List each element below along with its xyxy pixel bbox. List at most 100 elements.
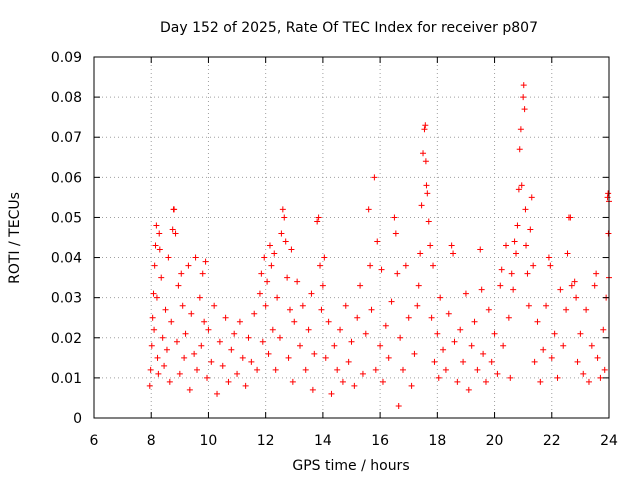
x-tick-label: 6 [90,433,99,449]
data-point [591,282,598,289]
data-point [520,94,527,101]
data-point [560,342,567,349]
data-point [269,326,276,333]
data-point [196,294,203,301]
data-point [402,262,409,269]
data-point [176,370,183,377]
data-point [345,358,352,365]
data-point [261,254,268,261]
data-point [577,330,584,337]
data-point [239,354,246,361]
data-point [284,274,291,281]
data-point [507,374,514,381]
data-point [294,278,301,285]
data-point [427,242,434,249]
data-point [395,402,402,409]
y-tick-label: 0.04 [51,251,82,267]
data-point [515,186,522,193]
data-point [583,306,590,313]
data-point [394,270,401,277]
data-point [408,382,415,389]
data-point [385,354,392,361]
data-point [354,314,361,321]
y-axis-label: ROTI / TECUs [7,192,23,284]
data-point [588,342,595,349]
x-tick-label: 12 [257,433,275,449]
data-point [291,318,298,325]
data-point [181,354,188,361]
data-point [518,182,525,189]
data-point [462,290,469,297]
data-point [564,250,571,257]
data-point [593,270,600,277]
data-point [216,338,223,345]
data-point [147,366,154,373]
data-point [415,282,422,289]
data-point [198,342,205,349]
data-point [450,250,457,257]
data-point [299,302,306,309]
data-point [148,342,155,349]
data-point [503,242,509,249]
data-point [422,158,429,165]
data-point [168,318,175,325]
data-point [302,366,309,373]
data-point [194,366,200,373]
data-point [362,330,369,337]
data-point [297,342,303,349]
data-point [530,262,537,269]
data-point [573,294,580,301]
data-point [162,306,169,313]
data-point [571,278,578,285]
x-axis: 6 8 10 12 14 16 18 20 22 24 [90,57,618,449]
data-point [430,262,437,269]
data-point [274,294,281,301]
data-point [524,270,531,277]
data-point [325,318,332,325]
data-point [414,302,421,309]
data-point [417,250,424,257]
data-point [382,322,389,329]
y-tick-label: 0 [73,411,82,427]
data-point [271,250,278,257]
data-point [199,270,206,277]
data-point [425,218,432,225]
data-point [248,358,255,365]
data-point [281,214,288,221]
data-point [371,174,378,181]
data-point [317,262,324,269]
data-point [357,282,364,289]
data-point [268,262,275,269]
data-point [377,342,384,349]
data-point [365,206,372,213]
data-point [259,338,266,345]
data-point [594,354,601,361]
data-point [482,378,489,385]
data-point [468,342,475,349]
data-point [392,230,399,237]
data-point [574,358,581,365]
data-point [514,222,521,229]
data-point [272,366,279,373]
data-point [153,222,160,229]
data-point [155,370,162,377]
data-point [485,306,492,313]
data-point [424,190,431,197]
y-tick-label: 0.01 [51,371,82,387]
data-point [153,294,160,301]
data-point [420,150,427,157]
x-tick-label: 10 [200,433,218,449]
data-point [604,194,611,201]
data-point [166,378,173,385]
data-point [251,310,258,317]
data-point [517,126,524,133]
data-point [351,382,358,389]
data-point [225,378,232,385]
data-point [159,334,166,341]
data-point [158,274,165,281]
data-point [161,362,168,369]
data-point [545,254,552,261]
data-point [600,326,607,333]
data-point [337,326,344,333]
